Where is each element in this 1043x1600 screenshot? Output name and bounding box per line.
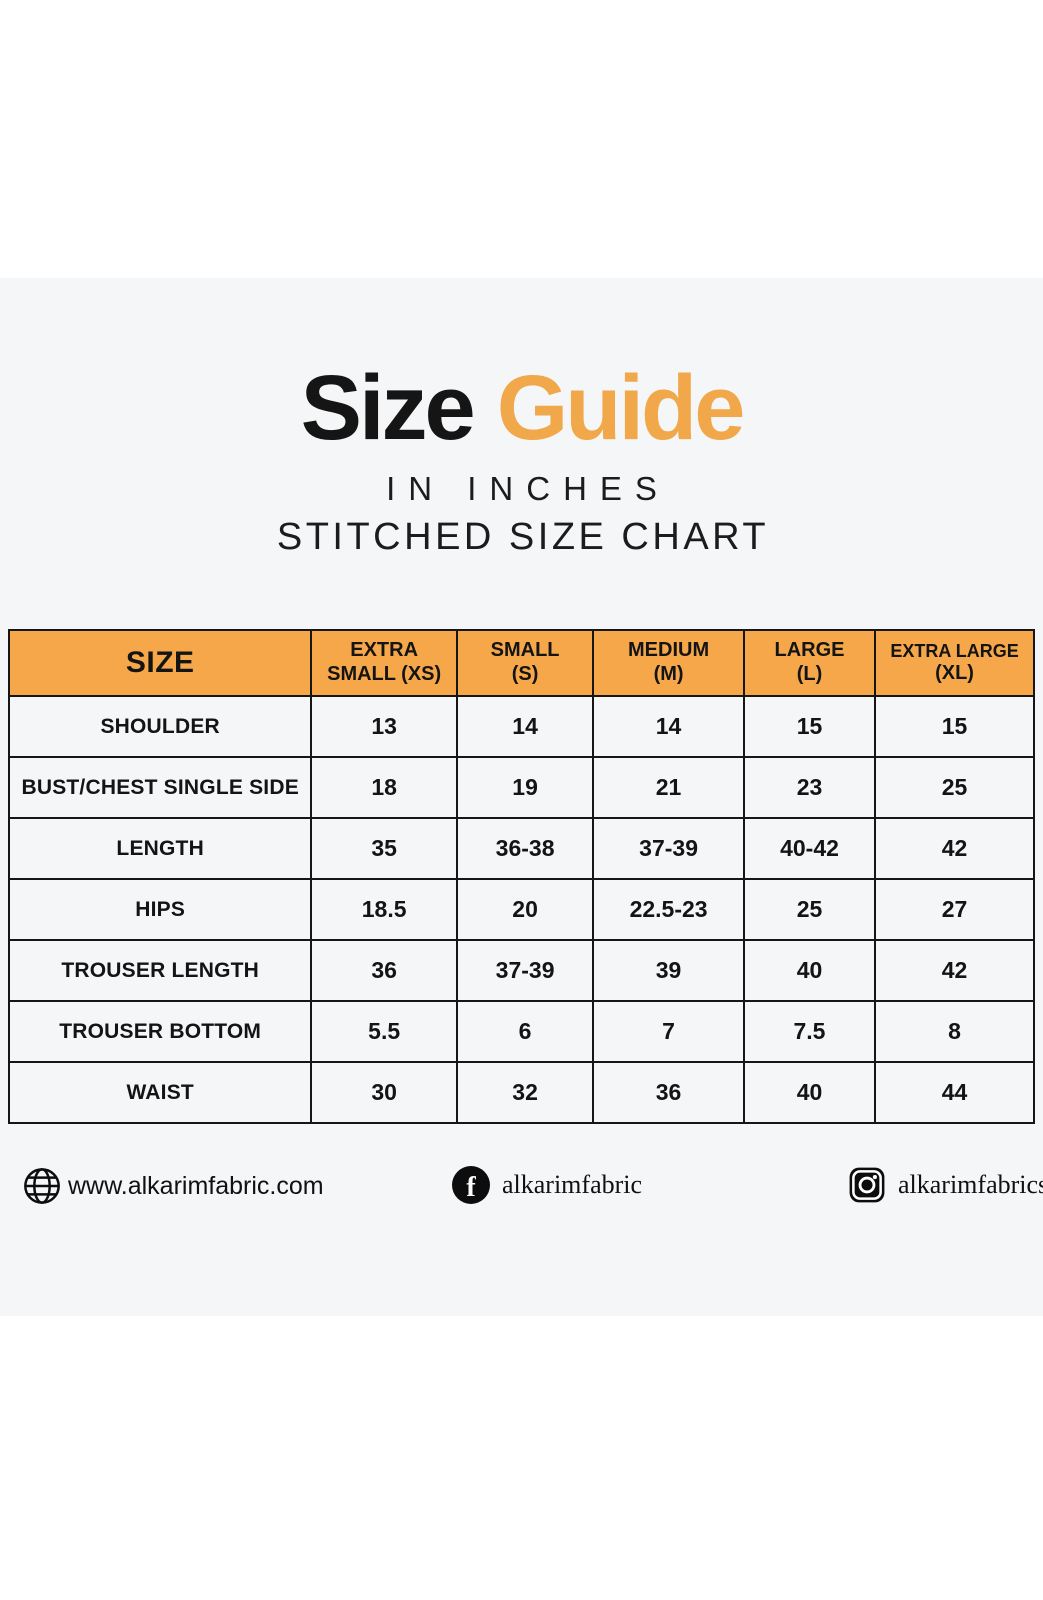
value-cell: 40	[742, 1061, 877, 1124]
value-cell: 15	[874, 695, 1035, 758]
row-label-cell: TROUSER LENGTH	[7, 939, 313, 1002]
value-cell: 7	[592, 1000, 745, 1063]
value-cell: 30	[310, 1061, 458, 1124]
size-chart-table: SIZE EXTRA SMALL (XS) SMALL (S) MEDIUM (…	[7, 629, 1035, 1124]
value-cell: 18	[310, 756, 458, 819]
subtitle-chart-type: STITCHED SIZE CHART	[276, 516, 770, 558]
table-row-shoulder: SHOULDER 13 14 14 15 15	[7, 695, 1035, 758]
value-cell: 39	[592, 939, 745, 1002]
table-row-hips: HIPS 18.5 20 22.5-23 25 27	[7, 878, 1035, 941]
page-title: Size Guide	[0, 362, 1043, 454]
value-cell: 5.5	[310, 1000, 458, 1063]
value-cell: 37-39	[592, 817, 745, 880]
instagram-handle: alkarimfabrics	[898, 1170, 1043, 1199]
column-header-xl: EXTRA LARGE (XL)	[874, 629, 1035, 697]
value-cell: 42	[874, 939, 1035, 1002]
facebook-group: f alkarimfabric	[452, 1166, 642, 1204]
title-block: Size Guide IN INCHES STITCHED SIZE CHART	[0, 362, 1043, 559]
row-label-cell: BUST/CHEST SINGLE SIDE	[7, 756, 313, 819]
value-cell: 8	[874, 1000, 1035, 1063]
value-cell: 22.5-23	[592, 878, 745, 941]
value-cell: 40	[742, 939, 877, 1002]
value-cell: 15	[742, 695, 877, 758]
value-cell: 7.5	[742, 1000, 877, 1063]
instagram-group: alkarimfabrics	[848, 1166, 1043, 1204]
table-row-length: LENGTH 35 36-38 37-39 40-42 42	[7, 817, 1035, 880]
website-url: www.alkarimfabric.com	[68, 1171, 324, 1200]
row-label-cell: TROUSER BOTTOM	[7, 1000, 313, 1063]
value-cell: 36	[592, 1061, 745, 1124]
facebook-icon: f	[452, 1166, 490, 1204]
globe-icon	[22, 1166, 62, 1206]
website-group: www.alkarimfabric.com	[22, 1166, 324, 1206]
value-cell: 23	[742, 756, 877, 819]
value-cell: 14	[592, 695, 745, 758]
value-cell: 44	[874, 1061, 1035, 1124]
title-word-guide: Guide	[496, 357, 746, 459]
value-cell: 27	[874, 878, 1035, 941]
value-cell: 20	[455, 878, 595, 941]
table-row-waist: WAIST 30 32 36 40 44	[7, 1061, 1035, 1124]
value-cell: 40-42	[742, 817, 877, 880]
table-row-trouser-bottom: TROUSER BOTTOM 5.5 6 7 7.5 8	[7, 1000, 1035, 1063]
row-label-cell: HIPS	[7, 878, 313, 941]
value-cell: 19	[455, 756, 595, 819]
value-cell: 32	[455, 1061, 595, 1124]
value-cell: 25	[742, 878, 877, 941]
value-cell: 35	[310, 817, 458, 880]
title-word-size: Size	[300, 357, 476, 459]
value-cell: 36	[310, 939, 458, 1002]
value-cell: 14	[455, 695, 595, 758]
column-header-l: LARGE (L)	[742, 629, 877, 697]
value-cell: 13	[310, 695, 458, 758]
value-cell: 36-38	[455, 817, 595, 880]
value-cell: 37-39	[455, 939, 595, 1002]
header-row: SIZE EXTRA SMALL (XS) SMALL (S) MEDIUM (…	[7, 629, 1035, 697]
row-label-cell: SHOULDER	[7, 695, 313, 758]
subtitle-units: IN INCHES	[386, 470, 670, 507]
column-header-m: MEDIUM (M)	[592, 629, 745, 697]
footer: www.alkarimfabric.com f alkarimfabric al…	[0, 1162, 1043, 1214]
row-label-cell: LENGTH	[7, 817, 313, 880]
value-cell: 42	[874, 817, 1035, 880]
facebook-handle: alkarimfabric	[502, 1170, 643, 1199]
table-row-trouser-length: TROUSER LENGTH 36 37-39 39 40 42	[7, 939, 1035, 1002]
value-cell: 18.5	[310, 878, 458, 941]
instagram-icon	[848, 1166, 886, 1204]
value-cell: 21	[592, 756, 745, 819]
value-cell: 6	[455, 1000, 595, 1063]
table-row-bust-chest: BUST/CHEST SINGLE SIDE 18 19 21 23 25	[7, 756, 1035, 819]
column-header-size: SIZE	[7, 629, 313, 697]
value-cell: 25	[874, 756, 1035, 819]
row-label-cell: WAIST	[7, 1061, 313, 1124]
column-header-xs: EXTRA SMALL (XS)	[310, 629, 458, 697]
column-header-s: SMALL (S)	[455, 629, 595, 697]
